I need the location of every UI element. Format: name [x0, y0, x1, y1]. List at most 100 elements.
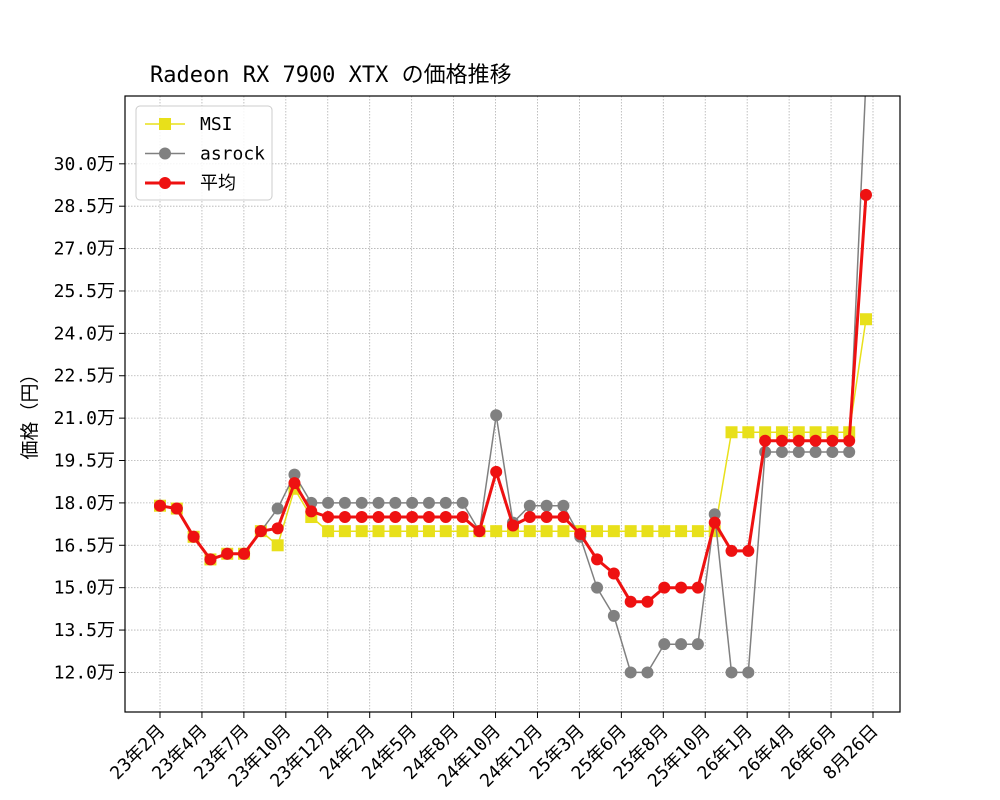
data-point [221, 547, 234, 560]
y-tick-label: 30.0万 [54, 154, 115, 175]
data-point [624, 595, 637, 608]
data-point [809, 426, 822, 439]
data-point [271, 522, 284, 535]
data-point [557, 511, 570, 524]
y-tick-label: 13.5万 [54, 620, 115, 641]
data-point [843, 434, 856, 447]
data-point [624, 525, 637, 538]
y-axis-label: 価格（円） [19, 364, 41, 459]
data-point [540, 499, 553, 512]
plot-area [154, 96, 872, 679]
y-tick-label: 18.0万 [54, 493, 115, 514]
y-tick-label: 27.0万 [54, 239, 115, 260]
data-point [406, 496, 419, 509]
data-point [725, 426, 738, 439]
data-point [591, 525, 604, 538]
y-tick-label: 16.5万 [54, 535, 115, 556]
data-point [540, 525, 553, 538]
data-point [523, 525, 536, 538]
y-tick-label: 28.5万 [54, 196, 115, 217]
data-point [860, 313, 872, 326]
data-point [406, 511, 419, 524]
data-point [641, 595, 654, 608]
legend-marker [159, 118, 171, 130]
y-tick-label: 24.0万 [54, 323, 115, 344]
data-point [372, 496, 385, 509]
data-point [775, 426, 788, 439]
y-tick-label: 21.0万 [54, 408, 115, 429]
data-point [439, 496, 452, 509]
data-point [708, 516, 721, 529]
data-point [792, 434, 805, 447]
data-point [389, 511, 402, 524]
data-point [557, 525, 570, 538]
data-point [271, 539, 284, 552]
y-tick-label: 25.5万 [54, 281, 115, 302]
data-point [658, 638, 671, 651]
data-point [675, 581, 688, 594]
data-point [860, 188, 872, 201]
data-point [591, 581, 604, 594]
data-point [338, 525, 351, 538]
data-point [422, 525, 435, 538]
y-axis: 12.0万 13.5万 15.0万 16.5万 18.0万 19.5万 21.0万 22.5万… [54, 154, 125, 683]
y-tick-label: 12.0万 [54, 662, 115, 683]
data-point [355, 511, 368, 524]
data-point [725, 544, 738, 557]
y-tick-label: 15.0万 [54, 578, 115, 599]
legend-marker [159, 177, 171, 189]
data-point [322, 525, 335, 538]
data-point [759, 426, 772, 439]
data-point [288, 468, 301, 481]
data-point [574, 527, 587, 540]
data-point [254, 525, 267, 538]
data-point [422, 496, 435, 509]
chart-title: Radeon RX 7900 XTX の価格推移 [150, 63, 512, 88]
y-tick-label: 19.5万 [54, 451, 115, 472]
data-point [557, 499, 570, 512]
data-point [675, 638, 688, 651]
data-point [305, 505, 318, 518]
data-point [322, 511, 335, 524]
data-point [759, 434, 772, 447]
data-point [775, 446, 788, 459]
data-point [507, 519, 519, 532]
data-point [338, 511, 351, 524]
data-point [372, 511, 385, 524]
data-point [809, 434, 822, 447]
data-point [355, 525, 368, 538]
plot-frame [124, 95, 901, 713]
data-point [473, 525, 486, 538]
data-point [742, 544, 755, 557]
data-point [742, 426, 755, 439]
data-point [288, 477, 301, 490]
data-point [456, 496, 469, 509]
data-point [523, 499, 536, 512]
data-point [490, 525, 503, 538]
data-point [389, 496, 402, 509]
data-point [809, 446, 822, 459]
data-point [792, 426, 805, 439]
data-point [355, 496, 368, 509]
legend-marker [159, 147, 171, 160]
data-point [540, 511, 553, 524]
data-point [523, 511, 536, 524]
data-point [422, 511, 435, 524]
data-point [843, 446, 856, 459]
data-point [490, 465, 503, 478]
data-point [322, 496, 335, 509]
data-point [775, 434, 788, 447]
data-point [439, 511, 452, 524]
data-point [641, 666, 654, 679]
data-point [154, 499, 166, 512]
data-point [607, 567, 620, 580]
data-point [591, 553, 604, 566]
legend-label: MSI [200, 114, 233, 135]
data-point [641, 525, 654, 538]
data-point [456, 511, 469, 524]
data-point [624, 666, 637, 679]
legend-label: asrock [200, 144, 265, 165]
data-point [187, 530, 200, 543]
data-point [271, 502, 284, 515]
